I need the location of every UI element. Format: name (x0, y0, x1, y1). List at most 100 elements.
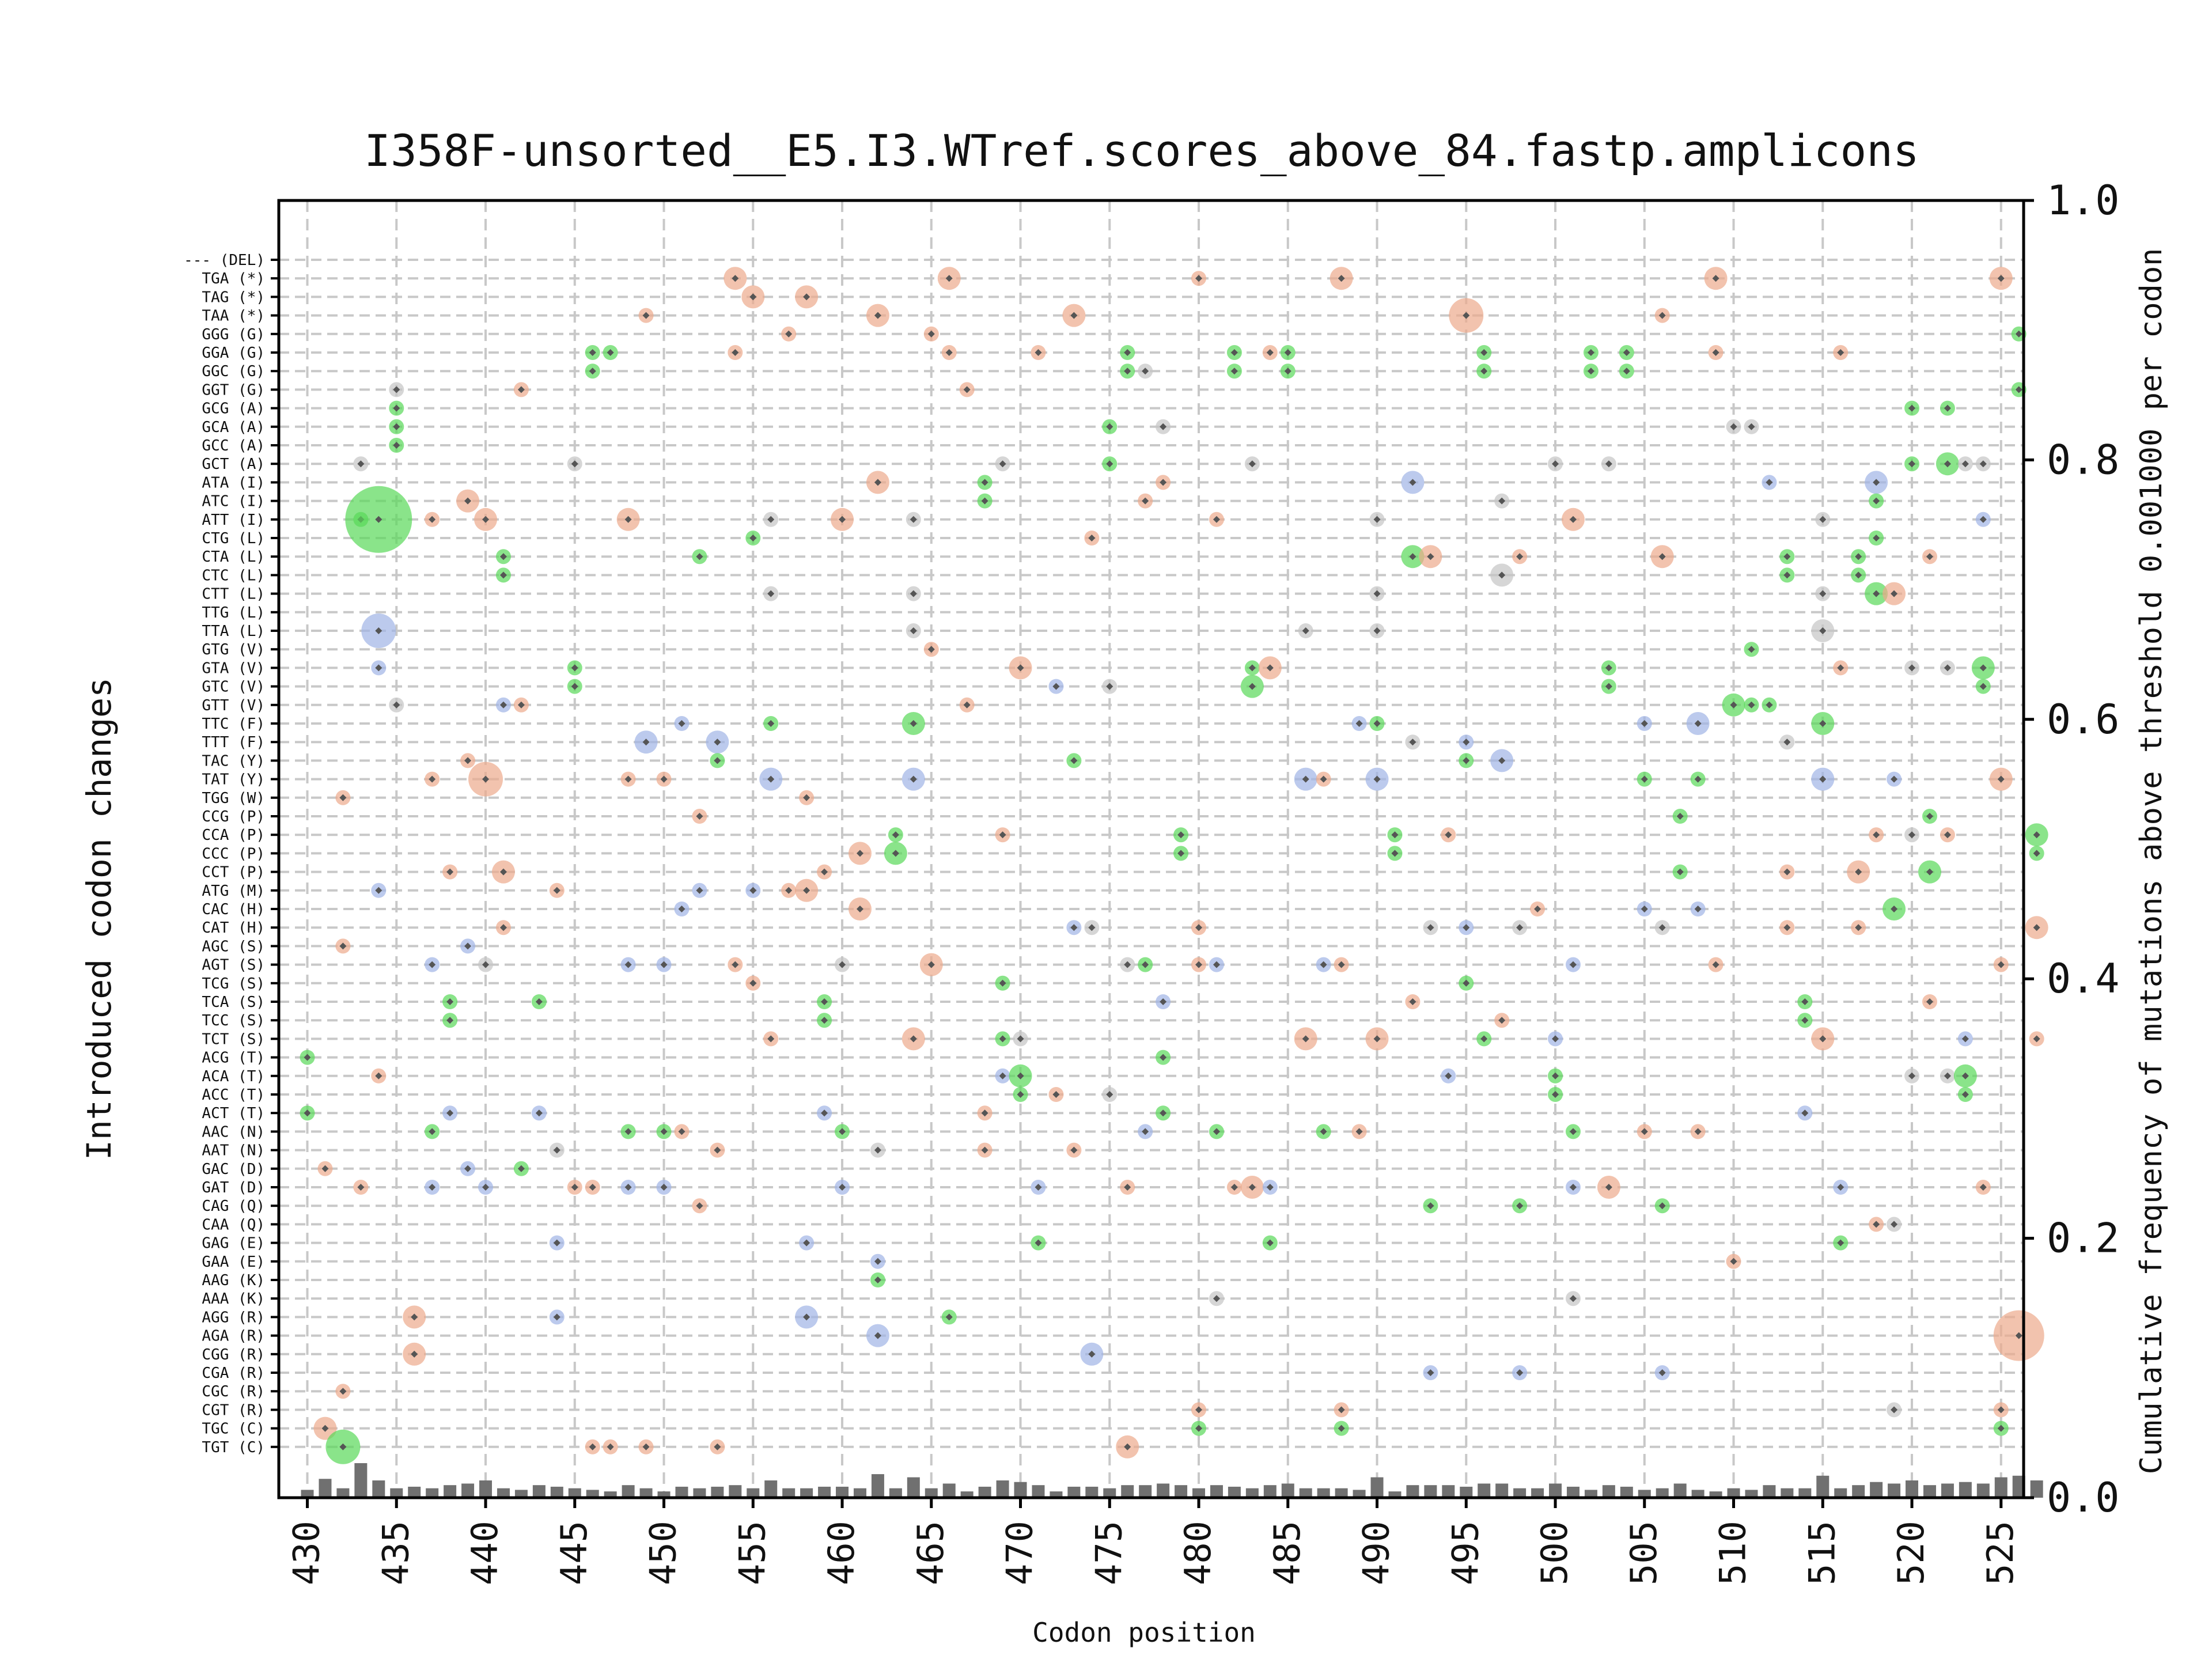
mutation-marker (1891, 590, 1898, 597)
mutation-marker (1266, 664, 1274, 672)
mutation-point (1369, 623, 1385, 638)
frequency-bar (853, 1488, 866, 1498)
mutation-point (1334, 957, 1349, 972)
mutation-point (425, 512, 440, 527)
mutation-point (1423, 1198, 1438, 1214)
mutation-marker (767, 775, 775, 783)
frequency-bar (1228, 1486, 1241, 1498)
x-tick-label: 520 (1890, 1521, 1932, 1585)
mutation-marker (1873, 1221, 1880, 1228)
mutation-point (1419, 545, 1442, 569)
frequency-bar (800, 1488, 813, 1498)
mutation-point (1847, 860, 1870, 884)
mutation-point (585, 363, 600, 379)
mutation-point (549, 882, 565, 898)
mutation-point (866, 304, 889, 327)
mutation-point (1209, 957, 1224, 972)
mutation-point (941, 345, 957, 360)
mutation-marker (1070, 757, 1078, 764)
mutation-marker (1017, 1072, 1024, 1080)
mutation-point (1031, 345, 1046, 360)
mutation-marker (375, 516, 382, 523)
codon-tick-label: TTT (F) (202, 734, 265, 751)
mutation-point (1722, 693, 1745, 717)
mutation-marker (304, 1054, 311, 1061)
mutation-point (1048, 679, 1064, 694)
frequency-bar (1976, 1483, 1990, 1498)
x-tick-label: 435 (374, 1521, 416, 1585)
mutation-marker (642, 1443, 650, 1450)
codon-tick-label: CCG (P) (202, 808, 265, 825)
codon-tick-label: ACG (T) (202, 1050, 265, 1067)
codon-tick-label: AGA (R) (202, 1328, 265, 1345)
mutation-marker (874, 479, 881, 486)
x-tick-label: 470 (999, 1521, 1041, 1585)
mutation-marker (1730, 701, 1737, 709)
mutation-marker (1160, 1109, 1167, 1117)
mutation-marker (1979, 460, 1987, 468)
codon-tick-label: AAT (N) (202, 1142, 265, 1160)
mutation-marker (1266, 349, 1274, 356)
mutation-point (1904, 660, 1920, 676)
mutation-marker (1997, 961, 2005, 968)
mutation-marker (910, 516, 917, 523)
mutation-marker (821, 868, 828, 876)
mutation-marker (499, 701, 507, 709)
mutation-marker (678, 720, 685, 727)
y-axis-label-right: Cumulative frequency of mutations above … (2134, 248, 2169, 1475)
frequency-bar (604, 1491, 617, 1498)
mutation-marker (1926, 868, 1933, 876)
mutation-point (674, 902, 690, 916)
codon-tick-label: TTG (L) (202, 604, 265, 622)
mutation-point (1369, 512, 1385, 527)
mutation-marker (2033, 1035, 2040, 1043)
mutation-point (513, 382, 529, 397)
mutation-point (1811, 619, 1835, 642)
mutation-marker (1248, 664, 1256, 672)
mutation-marker (1338, 1425, 1345, 1432)
mutation-marker (1427, 1369, 1434, 1376)
mutation-marker (1409, 553, 1416, 560)
mutation-point (1066, 753, 1082, 768)
mutation-marker (393, 404, 400, 412)
mutation-marker (1712, 349, 1719, 356)
mutation-marker (1088, 924, 1096, 931)
mutation-point (531, 1105, 547, 1121)
mutation-marker (499, 868, 507, 876)
x-tick-label: 505 (1623, 1521, 1665, 1585)
mutation-marker (1908, 831, 1916, 839)
mutation-point (1597, 1176, 1620, 1199)
mutation-point (1744, 697, 1759, 713)
mutation-marker (2033, 924, 2040, 931)
frequency-bar (1816, 1475, 1830, 1498)
frequency-bar (818, 1486, 831, 1498)
codon-tick-label: TTA (L) (202, 623, 265, 640)
codon-tick-label: CTG (L) (202, 530, 265, 547)
mutation-point (1654, 1365, 1670, 1380)
mutation-marker (999, 1072, 1006, 1080)
frequency-bar (1727, 1488, 1740, 1498)
frequency-bar (1781, 1488, 1794, 1498)
mutation-point (1708, 957, 1724, 972)
mutation-point (1650, 545, 1674, 569)
frequency-bar (1067, 1486, 1081, 1498)
mutation-point (1887, 771, 1902, 787)
mutation-marker (803, 293, 810, 301)
mutation-point (937, 267, 961, 290)
mutation-point (977, 1105, 993, 1121)
mutation-point (620, 957, 636, 972)
mutation-point (1138, 363, 1153, 379)
mutation-point (1334, 1402, 1349, 1418)
mutation-point (1226, 1180, 1242, 1195)
mutation-marker (1070, 312, 1078, 319)
mutation-marker (749, 979, 757, 987)
mutation-point (1156, 1050, 1171, 1065)
mutation-point (1672, 809, 1688, 824)
mutation-marker (785, 887, 793, 894)
mutation-point (567, 1180, 582, 1195)
mutation-point (389, 438, 404, 453)
mutation-point (1476, 1031, 1492, 1047)
mutation-point (1815, 512, 1831, 527)
mutation-point (1975, 512, 1991, 527)
mutation-marker (1391, 850, 1399, 857)
